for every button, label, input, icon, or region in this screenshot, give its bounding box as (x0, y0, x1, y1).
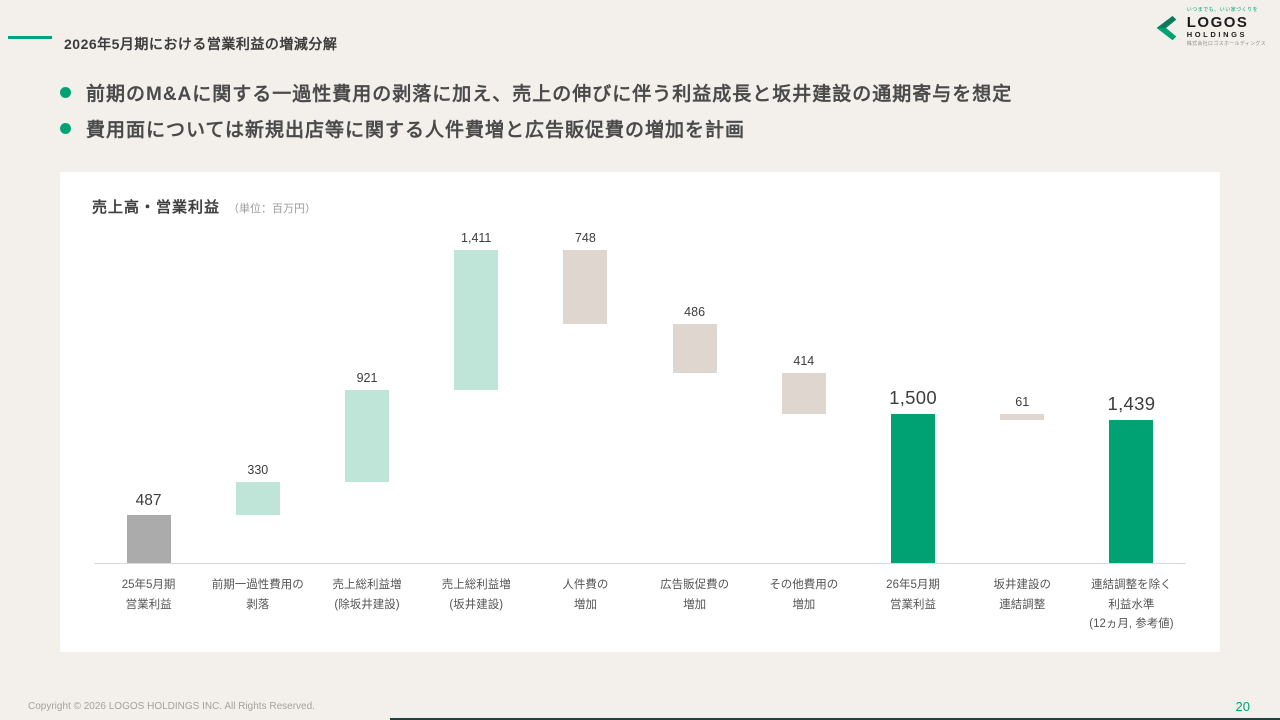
bar-value-label: 414 (793, 353, 815, 368)
bar-value-label: 1,439 (1107, 392, 1156, 414)
waterfall-bar (563, 250, 608, 325)
waterfall-plot-area: 486 (640, 230, 750, 564)
logo-subname: HOLDINGS (1186, 30, 1248, 39)
waterfall-column-2: 330 前期一過性費用の 剥落 (203, 230, 313, 635)
title-accent-line (8, 36, 52, 39)
bar-value-label: 921 (356, 371, 378, 386)
category-label: 25年5月期 営業利益 (121, 579, 176, 611)
waterfall-column-6: 486 広告販促費の 増加 (640, 230, 750, 635)
bullet-item: 費用面については新規出店等に関する人件費増と広告販促費の増加を計画 (60, 110, 1012, 146)
waterfall-bar (1000, 413, 1045, 420)
waterfall-column-3: 921 売上総利益増 (除坂井建設) (312, 230, 422, 635)
waterfall-plot-area: 414 (749, 230, 859, 564)
waterfall-plot-area: 1,439 (1076, 230, 1187, 564)
waterfall-plot-area: 1,500 (858, 230, 968, 564)
category-label: 広告販促費の 増加 (660, 579, 730, 611)
chart-unit-note: （単位：百万円） (228, 203, 317, 215)
logo-tagline: いつまでも、いい家づくりを (1186, 7, 1259, 13)
logo-text-block: いつまでも、いい家づくりを LOGOS HOLDINGS 株式会社ロゴスホールデ… (1186, 7, 1266, 47)
category-label: 26年5月期 営業利益 (886, 579, 940, 611)
bar-value-label: 486 (684, 305, 706, 320)
bullet-item: 前期のM&Aに関する一過性費用の剥落に加え、売上の伸びに伴う利益成長と坂井建設の… (60, 74, 1012, 110)
bar-value-label: 61 (1015, 394, 1030, 409)
waterfall-column-4: 1,411 売上総利益増 (坂井建設) (421, 230, 531, 635)
category-label: 坂井建設の 連結調整 (993, 579, 1051, 611)
category-label: その他費用の 増加 (769, 579, 839, 611)
waterfall-plot-area: 330 (203, 230, 313, 564)
waterfall-bar (454, 250, 499, 391)
bullet-text: 費用面については新規出店等に関する人件費増と広告販促費の増加を計画 (86, 119, 746, 141)
waterfall-column-10: 1,439 連結調整を除く 利益水準 (12ヵ月, 参考値) (1076, 230, 1187, 635)
page-number: 20 (1235, 699, 1250, 714)
chart-title-row: 売上高・営業利益 （単位：百万円） (92, 196, 316, 217)
company-logo: いつまでも、いい家づくりを LOGOS HOLDINGS 株式会社ロゴスホールデ… (1151, 7, 1266, 47)
chart-card: 売上高・営業利益 （単位：百万円） 487 25年5月期 営業利益 330 前期一過性費… (60, 172, 1220, 652)
waterfall-column-5: 748 人件費の 増加 (530, 230, 641, 635)
waterfall-bar (781, 372, 826, 414)
logo-chevron-icon (1151, 12, 1181, 44)
chart-title: 売上高・営業利益 (92, 199, 221, 216)
waterfall-bar (126, 514, 171, 563)
waterfall-plot-area: 921 (312, 230, 422, 564)
logo-name: LOGOS (1186, 13, 1249, 31)
waterfall-bar (672, 324, 717, 373)
waterfall-plot-area: 487 (94, 230, 204, 564)
bullet-text: 前期のM&Aに関する一過性費用の剥落に加え、売上の伸びに伴う利益成長と坂井建設の… (86, 83, 1013, 105)
bullet-dot-icon (60, 86, 71, 98)
waterfall-column-9: 61 坂井建設の 連結調整 (967, 230, 1077, 635)
waterfall-bar (1109, 419, 1154, 563)
bullet-dot-icon (60, 122, 71, 134)
category-label: 売上総利益増 (除坂井建設) (332, 579, 402, 611)
waterfall-plot-area: 61 (967, 230, 1077, 564)
waterfall-column-1: 487 25年5月期 営業利益 (94, 230, 204, 635)
page-title: 2026年5月期における営業利益の増減分解 (64, 36, 338, 53)
waterfall-column-7: 414 その他費用の 増加 (749, 230, 859, 635)
category-label: 前期一過性費用の 剥落 (211, 579, 304, 611)
bottom-edge-line (390, 718, 1280, 720)
waterfall-bar (235, 481, 280, 515)
logo-company-name: 株式会社ロゴスホールディングス (1186, 40, 1266, 47)
waterfall-bar (891, 413, 936, 563)
bar-value-label: 1,500 (889, 386, 937, 408)
bar-value-label: 487 (135, 491, 162, 509)
key-points-list: 前期のM&Aに関する一過性費用の剥落に加え、売上の伸びに伴う利益成長と坂井建設の… (60, 74, 1012, 146)
category-label: 売上総利益増 (坂井建設) (441, 579, 511, 611)
waterfall-column-8: 1,500 26年5月期 営業利益 (858, 230, 968, 635)
waterfall-bar (345, 390, 389, 482)
copyright-text: Copyright © 2026 LOGOS HOLDINGS INC. All… (28, 701, 315, 712)
waterfall-plot-area: 1,411 (421, 230, 531, 564)
bar-value-label: 330 (247, 462, 269, 477)
waterfall-plot-area: 748 (530, 230, 641, 564)
bar-value-label: 748 (574, 230, 596, 245)
category-label: 連結調整を除く 利益水準 (12ヵ月, 参考値) (1089, 579, 1174, 631)
waterfall-chart: 487 25年5月期 営業利益 330 前期一過性費用の 剥落 921 売上総利益増 (除坂井建… (94, 230, 1187, 635)
category-label: 人件費の 増加 (562, 579, 609, 611)
bar-value-label: 1,411 (461, 230, 492, 245)
